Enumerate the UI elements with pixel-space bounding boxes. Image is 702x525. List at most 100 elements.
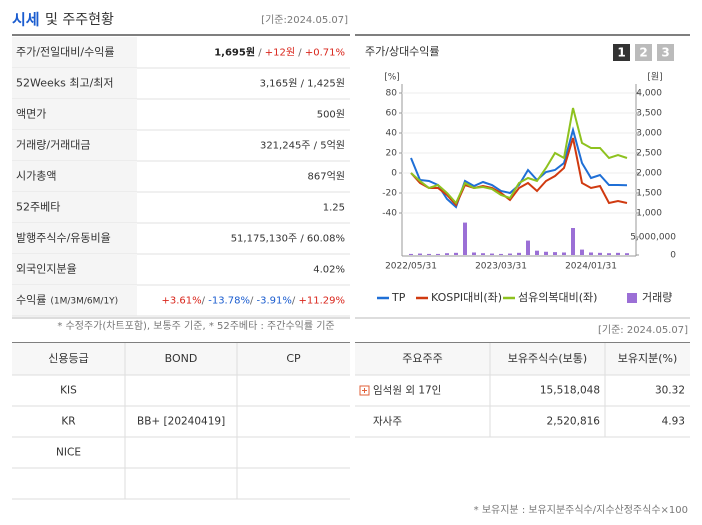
volume-bar bbox=[508, 253, 512, 255]
row-label-text: 수익률 bbox=[16, 294, 46, 307]
value-part: / bbox=[292, 296, 299, 307]
y2-axis-label: [원] bbox=[647, 72, 662, 83]
volume-bar bbox=[472, 252, 476, 255]
value-part: 321,245주 / 5억원 bbox=[260, 140, 345, 152]
row-label-text: 외국인지분율 bbox=[16, 263, 77, 276]
series-line bbox=[410, 126, 628, 209]
row-label: 외국인지분율 bbox=[16, 263, 77, 276]
value-part: -13.78% bbox=[208, 296, 250, 307]
holder-date: [기준: 2024.05.07] bbox=[598, 324, 688, 336]
credit-cell: BB+ [20240419] bbox=[137, 416, 225, 428]
volume-bar bbox=[625, 253, 629, 255]
row-label-text: 시가총액 bbox=[16, 170, 56, 183]
y-tick-label: 0 bbox=[391, 169, 397, 179]
y2-tick-label: 1,000 bbox=[636, 209, 662, 219]
header-cell: 보유주식수(보통) bbox=[508, 352, 587, 365]
y2-tick-label: 1,500 bbox=[636, 189, 662, 199]
header-cell: 신용등급 bbox=[48, 352, 88, 365]
title-rest: 및 주주현황 bbox=[45, 12, 114, 28]
value-part: 867억원 bbox=[308, 171, 346, 183]
header-row bbox=[355, 343, 690, 375]
series-line bbox=[410, 137, 628, 207]
value-part: +12원 bbox=[265, 47, 295, 59]
holder-footnote: * 보유지분 : 보유지분주식수/지수산정주식수×100 bbox=[474, 504, 688, 516]
y-tick-label: 60 bbox=[386, 109, 398, 119]
value-part: +11.29% bbox=[298, 296, 345, 307]
label-cell bbox=[12, 68, 137, 99]
chart-button-label[interactable]: 3 bbox=[661, 46, 669, 60]
chart-button-label[interactable]: 2 bbox=[639, 46, 647, 60]
row-value: 3,165원 / 1,425원 bbox=[260, 78, 345, 90]
row-value: 51,175,130주 / 60.08% bbox=[231, 234, 345, 245]
volume-bar bbox=[607, 253, 611, 255]
label-cell bbox=[12, 161, 137, 192]
y2-tick-label: 4,000 bbox=[636, 89, 662, 99]
volume-bar bbox=[517, 252, 521, 255]
volume-bar bbox=[427, 253, 431, 255]
value-part: 1,695원 bbox=[214, 46, 255, 59]
volume-bar bbox=[580, 249, 584, 255]
credit-cell: KR bbox=[61, 416, 75, 428]
volume-bar bbox=[589, 252, 593, 255]
credit-cell: NICE bbox=[56, 447, 81, 459]
holder-cell: 2,520,816 bbox=[547, 416, 601, 428]
x-tick-label: 2024/01/31 bbox=[565, 262, 617, 272]
row-label: 액면가 bbox=[16, 108, 46, 121]
label-cell bbox=[12, 130, 137, 161]
holder-cell: 15,518,048 bbox=[540, 385, 600, 397]
value-part: -3.91% bbox=[257, 296, 292, 307]
y-tick-label: 40 bbox=[386, 129, 398, 139]
row-label: 수익률 (1M/3M/6M/1Y) bbox=[16, 294, 118, 307]
header-cell: BOND bbox=[165, 352, 198, 365]
volume-bar bbox=[454, 252, 458, 255]
chart-button[interactable] bbox=[657, 44, 674, 61]
row-value: 4.02% bbox=[313, 265, 345, 276]
row-label-text: 발행주식수/유동비율 bbox=[16, 232, 111, 245]
volume-bar bbox=[490, 253, 494, 255]
x-tick-label: 2023/03/31 bbox=[475, 262, 527, 272]
header-cell: 주요주주 bbox=[402, 352, 442, 365]
chart-button[interactable] bbox=[635, 44, 652, 61]
y-axis-label: [%] bbox=[384, 73, 400, 83]
volume-bar bbox=[553, 252, 557, 255]
series-line bbox=[410, 107, 628, 205]
value-part: / bbox=[255, 48, 265, 59]
value-part: / bbox=[202, 296, 209, 307]
volume-bar bbox=[571, 228, 575, 255]
volume-bar bbox=[616, 252, 620, 255]
value-part: / bbox=[295, 48, 305, 59]
volume-bar bbox=[481, 253, 485, 255]
volume-bar bbox=[544, 251, 548, 255]
y-tick-label: -40 bbox=[382, 209, 397, 219]
row-label-note: (1M/3M/6M/1Y) bbox=[50, 296, 118, 306]
volume-bar bbox=[562, 252, 566, 255]
volume-bar bbox=[598, 252, 602, 255]
row-label: 거래량/거래대금 bbox=[16, 139, 91, 152]
label-cell bbox=[12, 99, 137, 130]
footnote: * 수정주가(차트포함), 보통주 기준, * 52주베타 : 주간수익률 기준 bbox=[57, 320, 334, 332]
label-cell bbox=[12, 223, 137, 254]
credit-cell: KIS bbox=[60, 385, 77, 397]
legend-label: 거래량 bbox=[642, 291, 672, 304]
volume-bar bbox=[445, 253, 449, 255]
header-cell: CP bbox=[286, 352, 301, 365]
y2-tick-label: 3,500 bbox=[636, 109, 662, 119]
holder-cell: 자사주 bbox=[373, 416, 402, 428]
chart-button[interactable] bbox=[613, 44, 630, 61]
legend-label: 섬유의복대비(좌) bbox=[518, 291, 597, 304]
legend-swatch bbox=[627, 293, 637, 303]
volume-bar bbox=[409, 253, 413, 255]
volume-bar bbox=[418, 253, 422, 255]
holder-cell: 30.32 bbox=[655, 385, 685, 397]
y3-tick-label: 0 bbox=[670, 251, 676, 261]
row-label: 52Weeks 최고/최저 bbox=[16, 77, 114, 90]
row-label: 주가/전일대비/수익률 bbox=[16, 45, 115, 59]
row-label: 52주베타 bbox=[16, 201, 60, 214]
header-row bbox=[12, 343, 350, 375]
chart-button-label[interactable]: 1 bbox=[617, 46, 625, 60]
y2-tick-label: 3,000 bbox=[636, 129, 662, 139]
row-label-text: 액면가 bbox=[16, 108, 46, 121]
volume-bar bbox=[463, 222, 467, 255]
holder-cell: 4.93 bbox=[662, 416, 685, 428]
